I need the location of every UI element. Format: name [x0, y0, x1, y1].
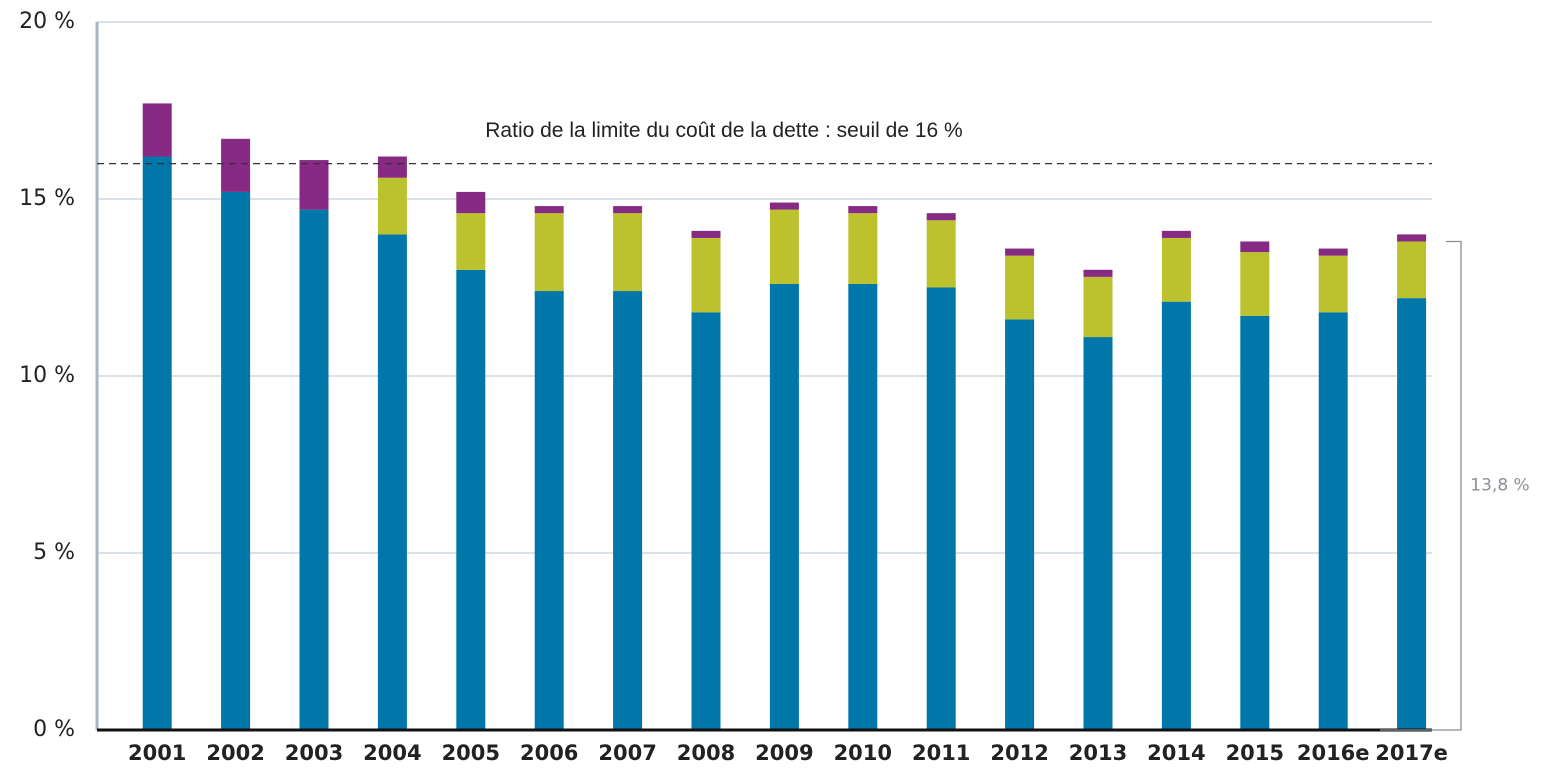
bracket	[1380, 240, 1462, 731]
bar-segment	[1318, 255, 1348, 313]
bar-segment	[613, 206, 643, 214]
y-tick-label: 0 %	[33, 717, 75, 742]
y-tick-label: 10 %	[19, 363, 75, 388]
x-tick-label: 2008	[677, 741, 735, 765]
bar-segment	[299, 160, 329, 210]
x-tick-label: 2013	[1069, 741, 1127, 765]
bar-segment	[1005, 248, 1035, 256]
y-tick-label: 15 %	[19, 186, 75, 211]
threshold-label: Ratio de la limite du coût de la dette :…	[485, 119, 962, 142]
bar-segment	[613, 213, 643, 292]
bar-segment	[1318, 312, 1348, 730]
x-tick-label: 2017e	[1375, 741, 1448, 765]
x-tick-label: 2014	[1147, 741, 1205, 765]
x-tick-label: 2002	[206, 741, 264, 765]
bar-segment	[534, 213, 564, 292]
bar-segment	[299, 209, 329, 730]
bar-segment	[1240, 315, 1270, 730]
bracket-label: 13,8 %	[1470, 476, 1529, 496]
bar-segment	[848, 213, 878, 284]
bar-segment	[613, 291, 643, 730]
x-tick-label: 2003	[285, 741, 343, 765]
bar-segment	[1083, 337, 1113, 730]
x-tick-label: 2001	[128, 741, 186, 765]
bar-segment	[456, 213, 486, 270]
bar-segment	[691, 312, 721, 730]
x-tick-label: 2012	[990, 741, 1048, 765]
bar-segment	[534, 206, 564, 214]
bar-segment	[221, 191, 251, 731]
x-tick-label: 2004	[363, 741, 421, 765]
bar-segment	[1005, 319, 1035, 730]
y-tick-label: 5 %	[33, 540, 75, 565]
x-tick-label: 2011	[912, 741, 970, 765]
x-tick-label: 2009	[755, 741, 813, 765]
bar-segment	[926, 220, 956, 288]
bar-segment	[1005, 255, 1035, 320]
x-tick-label: 2007	[598, 741, 656, 765]
bar-segment	[377, 177, 407, 235]
bar-segment	[221, 138, 251, 192]
bar-segment	[769, 202, 799, 210]
bar-segment	[1161, 230, 1191, 238]
bar-segment	[1161, 301, 1191, 730]
bar-segment	[534, 291, 564, 730]
bar-segment	[456, 191, 486, 214]
y-tick-label: 20 %	[19, 9, 75, 34]
bar-segment	[377, 156, 407, 178]
bar-segment	[1397, 234, 1427, 242]
bar-segment	[926, 213, 956, 221]
bar-segment	[1397, 241, 1427, 299]
x-tick-label: 2015	[1226, 741, 1284, 765]
bar-segment	[142, 103, 172, 157]
bar-segment	[691, 230, 721, 238]
bar-segment	[377, 234, 407, 730]
bar-segment	[769, 209, 799, 284]
x-tick-label: 2016e	[1297, 741, 1370, 765]
bar-segment	[848, 283, 878, 730]
bar-segment	[769, 283, 799, 730]
x-tick-label: 2005	[442, 741, 500, 765]
bar-segment	[1318, 248, 1348, 256]
bar-segment	[1161, 237, 1191, 302]
bar-segment	[1240, 252, 1270, 316]
bar-segment	[691, 237, 721, 313]
bar-segment	[1397, 298, 1427, 730]
bar-segment	[926, 287, 956, 730]
bar-segment	[848, 206, 878, 214]
bar-segment	[1083, 269, 1113, 277]
x-tick-label: 2006	[520, 741, 578, 765]
bar-segment	[1083, 276, 1113, 338]
bar-segment	[142, 156, 172, 730]
bar-segment	[456, 269, 486, 730]
x-tick-label: 2010	[834, 741, 892, 765]
bar-segment	[1240, 241, 1270, 253]
